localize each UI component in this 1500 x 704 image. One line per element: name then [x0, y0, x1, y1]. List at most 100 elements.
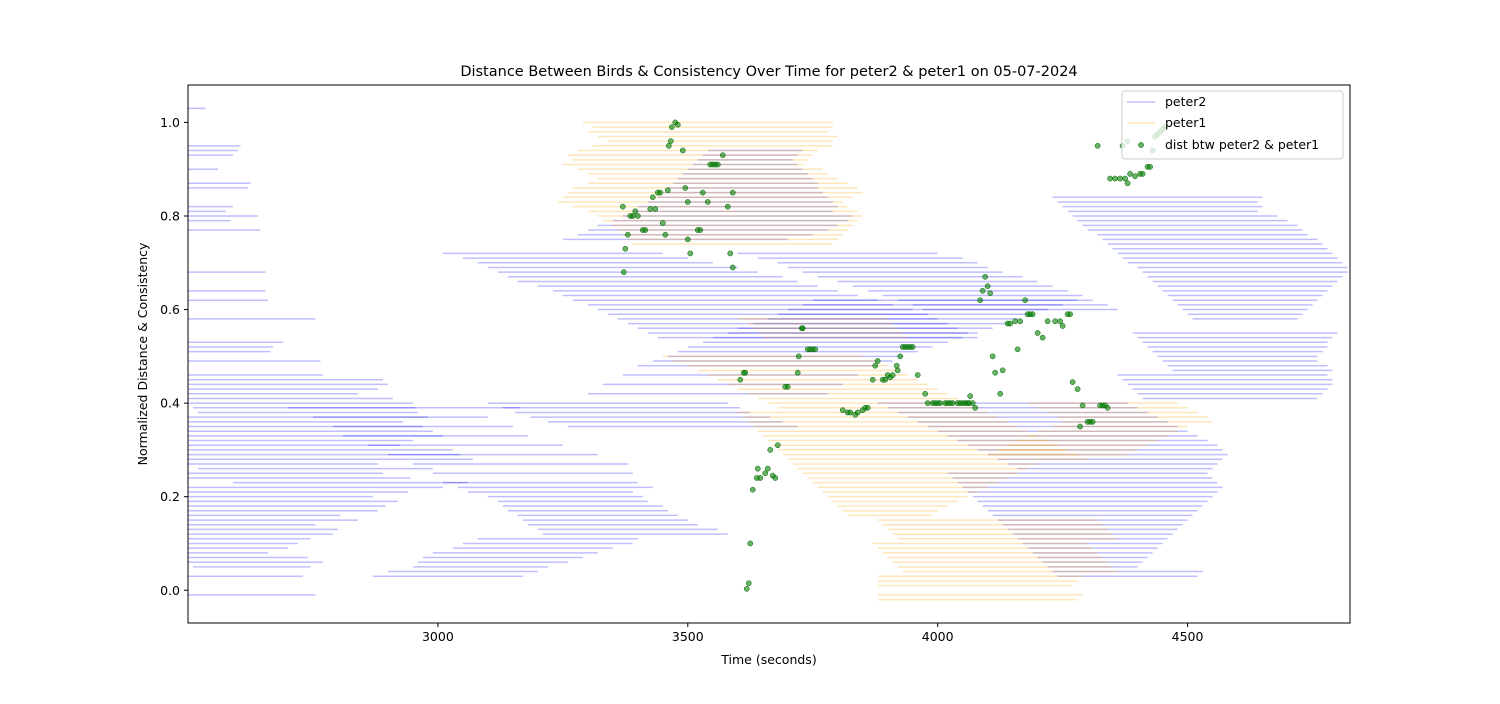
plot-area — [188, 107, 1348, 601]
dist-point — [794, 369, 801, 376]
legend-label-peter2: peter2 — [1165, 94, 1206, 109]
dist-point — [977, 297, 984, 304]
dist-point — [764, 465, 771, 472]
dist-point — [674, 121, 681, 128]
dist-point — [1147, 164, 1153, 170]
dist-point — [1117, 175, 1123, 182]
dist-point — [727, 250, 734, 257]
dist-point — [969, 400, 976, 406]
dist-point — [743, 585, 750, 592]
dist-point — [1122, 175, 1128, 182]
x-axis-label: Time (seconds) — [720, 652, 816, 667]
dist-point — [1067, 311, 1073, 318]
dist-point — [647, 206, 654, 212]
y-tick-label: 0.8 — [160, 208, 180, 223]
dist-point — [684, 199, 691, 205]
dist-point — [665, 142, 672, 149]
x-tick-label: 4000 — [922, 629, 954, 644]
dist-point — [1029, 311, 1036, 318]
dist-point — [1112, 175, 1118, 182]
dist-point — [972, 404, 979, 411]
dist-point — [914, 372, 921, 378]
y-tick-label: 1.0 — [160, 115, 180, 130]
dist-point — [924, 400, 931, 406]
dist-point — [889, 372, 896, 378]
dist-point — [798, 325, 805, 332]
dist-point — [1104, 404, 1111, 411]
dist-point — [984, 283, 991, 290]
y-tick-label: 0.0 — [160, 583, 180, 598]
y-tick-label: 0.6 — [160, 302, 180, 317]
dist-point — [657, 189, 664, 196]
dist-point — [782, 383, 789, 390]
dist-point — [812, 346, 819, 353]
dist-point — [1094, 142, 1101, 149]
dist-point — [1132, 173, 1138, 180]
dist-point — [937, 400, 944, 406]
dist-point — [679, 147, 686, 154]
dist-point — [724, 203, 731, 210]
dist-point — [767, 447, 774, 453]
dist-point — [668, 124, 675, 130]
dist-point — [864, 404, 871, 411]
dist-point — [1017, 318, 1023, 325]
dist-point — [737, 376, 744, 383]
dist-point — [1139, 171, 1146, 177]
dist-point — [922, 390, 929, 397]
legend-box — [1121, 90, 1344, 160]
y-axis-label: Normalized Distance & Consistency — [135, 242, 150, 465]
dist-point — [869, 376, 876, 383]
dist-point — [1107, 175, 1113, 182]
dist-point — [999, 367, 1006, 374]
dist-point — [659, 220, 666, 226]
dist-point — [620, 269, 627, 275]
series-peter1 — [557, 121, 1213, 601]
dist-point — [1077, 423, 1083, 430]
dist-point — [893, 362, 900, 369]
chart-title: Distance Between Birds & Consistency Ove… — [460, 64, 1077, 80]
dist-point — [1039, 334, 1046, 341]
dist-point — [747, 540, 754, 547]
dist-point — [684, 236, 691, 243]
dist-point — [987, 290, 994, 297]
dist-point — [1074, 386, 1081, 392]
dist-point — [697, 227, 704, 233]
dist-point — [949, 400, 956, 406]
dist-point — [854, 409, 861, 416]
dist-point — [882, 376, 889, 383]
dist-point — [729, 189, 736, 196]
legend-swatch-dist — [1138, 142, 1144, 148]
dist-point — [699, 189, 706, 196]
x-axis: 3000 3500 4000 4500 — [422, 623, 1204, 644]
dist-point — [1052, 318, 1058, 325]
dist-point — [682, 185, 689, 191]
dist-point — [992, 369, 999, 376]
y-tick-label: 0.4 — [160, 396, 180, 411]
dist-point — [1022, 297, 1028, 304]
dist-point — [642, 227, 649, 233]
dist-point — [667, 138, 674, 144]
dist-point — [634, 213, 641, 219]
dist-point — [897, 353, 904, 360]
legend-label-dist: dist btw peter2 & peter1 — [1165, 137, 1319, 152]
series-dist-btw-peter2-peter1 — [619, 119, 1168, 592]
x-tick-label: 3000 — [422, 629, 454, 644]
dist-point — [704, 199, 711, 205]
dist-point — [714, 161, 721, 168]
dist-point — [989, 353, 996, 360]
dist-point — [1044, 318, 1051, 325]
dist-point — [1089, 418, 1096, 425]
dist-point — [979, 287, 986, 294]
dist-point — [1124, 180, 1131, 187]
dist-point — [719, 152, 726, 159]
dist-point — [624, 231, 631, 238]
dist-point — [795, 353, 802, 360]
dist-point — [687, 250, 694, 257]
axes-frame — [187, 84, 1351, 624]
dist-point — [1014, 346, 1021, 353]
dist-point — [632, 208, 639, 215]
dist-point — [874, 358, 881, 364]
dist-point — [649, 194, 656, 201]
dist-point — [662, 231, 669, 238]
